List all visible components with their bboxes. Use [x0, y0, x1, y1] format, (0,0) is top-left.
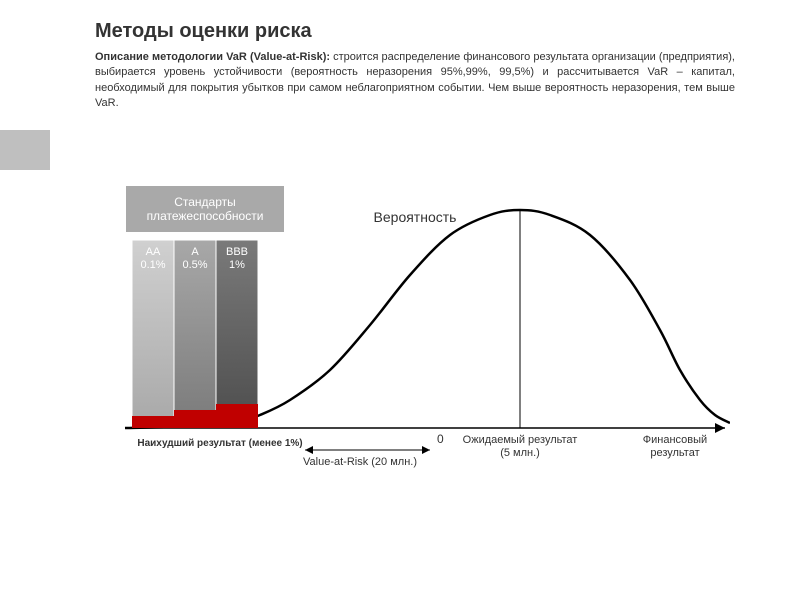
y-axis-label: Вероятность — [365, 210, 465, 225]
rating-code-bbb: BBB — [216, 246, 258, 259]
side-decor-bar — [0, 130, 50, 170]
x-label-worst: Наихудший результат (менее 1%) — [130, 438, 310, 449]
x-label-expected: Ожидаемый результат (5 млн.) — [460, 434, 580, 460]
zero-label: 0 — [437, 432, 444, 446]
red-tail-area — [132, 404, 258, 428]
rating-code-a: A — [174, 246, 216, 259]
red-slice-bbb — [216, 404, 258, 428]
rating-bg-a — [174, 240, 216, 428]
red-slice-a — [174, 410, 216, 428]
var-chart: Стандарты платежеспособности AA 0.1% A 0… — [90, 170, 730, 510]
x-label-fin: Финансовый результат — [620, 434, 730, 460]
x-label-var: Value-at-Risk (20 млн.) — [290, 456, 430, 468]
rating-col-bbb: BBB 1% — [216, 240, 258, 428]
rating-bg-bbb — [216, 240, 258, 428]
description-bold: Описание методологии VaR (Value-at-Risk)… — [95, 51, 330, 63]
page-title: Методы оценки риска — [95, 20, 312, 43]
rating-code-aa: AA — [132, 246, 174, 259]
ratings-header: Стандарты платежеспособности — [125, 185, 285, 233]
rating-pct-bbb: 1% — [216, 259, 258, 272]
rating-col-aa: AA 0.1% — [132, 240, 174, 428]
red-slice-aa — [132, 416, 174, 428]
rating-pct-a: 0.5% — [174, 259, 216, 272]
rating-bg-aa — [132, 240, 174, 428]
bell-curve — [125, 210, 730, 428]
methodology-description: Описание методологии VaR (Value-at-Risk)… — [95, 50, 735, 112]
rating-col-a: A 0.5% — [174, 240, 216, 428]
rating-pct-aa: 0.1% — [132, 259, 174, 272]
x-axis-arrow-icon — [715, 423, 725, 433]
var-arrow-right-icon — [422, 446, 430, 454]
